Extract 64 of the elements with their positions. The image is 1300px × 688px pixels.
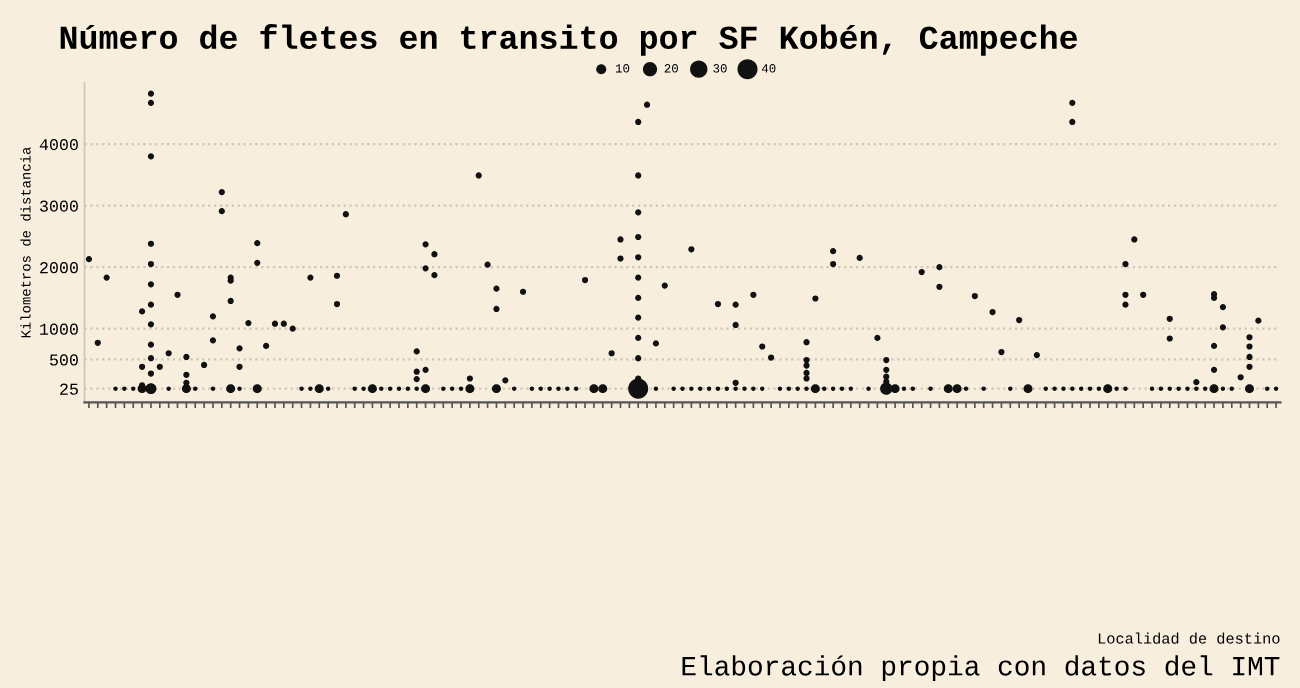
point — [1246, 363, 1253, 370]
point — [183, 379, 190, 386]
point — [209, 337, 217, 344]
point — [254, 259, 261, 266]
point — [635, 233, 642, 241]
y-tick-label: 2000 — [40, 262, 78, 274]
point — [227, 297, 234, 305]
point — [803, 369, 810, 377]
point — [183, 371, 190, 378]
point — [1210, 366, 1218, 373]
point — [883, 373, 890, 380]
point — [635, 172, 642, 179]
point — [803, 362, 810, 369]
point — [635, 314, 642, 321]
point — [236, 363, 243, 370]
point — [147, 341, 155, 348]
point — [617, 255, 624, 262]
point — [635, 294, 642, 301]
point — [147, 301, 155, 308]
point — [883, 378, 890, 385]
point — [147, 99, 155, 106]
point — [635, 254, 642, 261]
point — [1069, 118, 1076, 126]
point — [422, 265, 429, 272]
point — [1166, 335, 1173, 342]
point — [413, 375, 420, 383]
point — [1122, 291, 1129, 298]
y-tick-label: 25 — [60, 383, 78, 395]
point — [147, 153, 155, 160]
point — [218, 208, 225, 215]
point — [732, 379, 739, 386]
point — [1122, 301, 1129, 308]
point — [147, 260, 155, 268]
point — [635, 334, 642, 341]
point — [493, 305, 500, 313]
point — [147, 355, 155, 362]
point — [936, 283, 943, 290]
point — [830, 260, 837, 268]
point — [147, 240, 155, 247]
point — [883, 366, 890, 373]
chart-title: Número de fletes en transito por SF Kobén, Campeche — [60, 24, 1078, 56]
point — [138, 363, 146, 370]
point — [803, 375, 810, 382]
point — [431, 272, 438, 279]
point — [147, 370, 155, 377]
point — [732, 321, 739, 329]
point — [635, 274, 642, 281]
point — [422, 366, 429, 373]
point — [147, 281, 155, 288]
point — [333, 300, 341, 308]
point — [1246, 343, 1253, 350]
point — [1210, 342, 1218, 349]
point — [1246, 353, 1253, 361]
point — [635, 209, 642, 216]
point — [635, 355, 642, 362]
point — [147, 321, 155, 328]
y-tick-label: 500 — [49, 354, 78, 366]
y-tick-label: 1000 — [40, 323, 78, 335]
point — [413, 368, 420, 375]
y-tick-label: 4000 — [39, 138, 78, 151]
point — [803, 356, 810, 364]
y-tick-label: 3000 — [39, 200, 78, 212]
point — [1219, 324, 1227, 331]
text: Elaboración propia con datos del IMT — [682, 655, 1280, 682]
